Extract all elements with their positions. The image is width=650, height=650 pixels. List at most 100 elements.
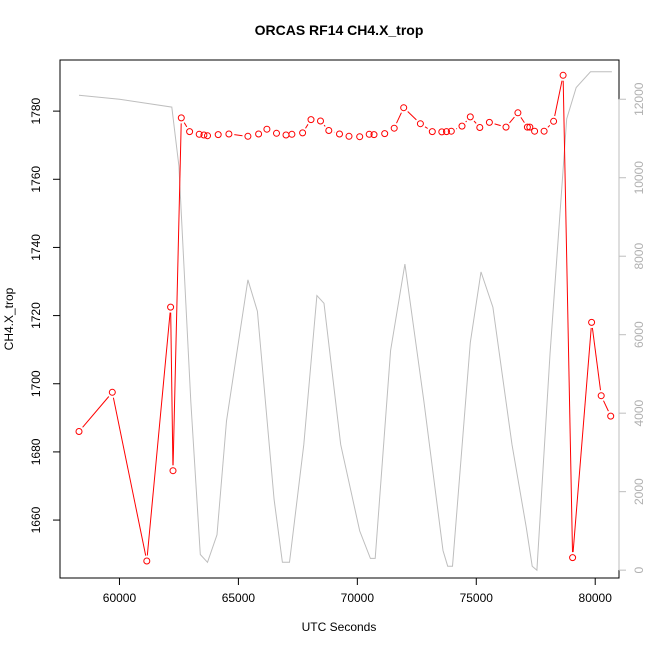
y2-tick-label: 0	[632, 566, 646, 573]
ch4-point	[390, 124, 398, 132]
y-tick-label: 1660	[29, 506, 43, 533]
plot-frame	[59, 59, 620, 579]
ch4-point	[200, 131, 208, 139]
ch4-point	[569, 554, 577, 562]
ch4-line-segment	[494, 123, 501, 127]
ch4-line-segment	[591, 327, 601, 391]
ch4-line-segment	[323, 124, 326, 127]
ch4-line-segment	[562, 80, 573, 553]
ch4-point	[523, 123, 531, 131]
ch4-point	[466, 113, 474, 121]
ch4-point	[365, 130, 373, 138]
ch4-point	[177, 114, 185, 122]
ch4-point	[108, 388, 116, 396]
ch4-point	[356, 133, 364, 141]
ch4-line-segment	[554, 80, 563, 117]
y-tick-label: 1740	[29, 234, 43, 261]
altitude-series	[78, 71, 612, 572]
ch4-series	[82, 80, 609, 556]
ch4-line-segment	[547, 124, 551, 128]
ch4-point	[428, 128, 436, 136]
ch4-point	[597, 392, 605, 400]
ch4-point	[476, 124, 484, 131]
y2-tick-label: 12000	[632, 82, 646, 116]
ch4-point	[400, 104, 408, 112]
y-tick-label: 1720	[29, 302, 43, 329]
ch4-line-segment	[172, 123, 182, 466]
ch4-point	[143, 557, 151, 565]
ch4-line-segment	[146, 312, 171, 556]
ch4-point	[255, 130, 263, 138]
ch4-line-segment	[473, 120, 477, 124]
ch4-point	[443, 128, 450, 136]
y2-tick-label: 8000	[632, 243, 646, 270]
x-tick-label: 70000	[341, 591, 375, 605]
ch4-line-segment	[112, 397, 147, 556]
y-axis: 1660 1680 1700 1720 1740 1760 1780	[29, 97, 61, 533]
y2-tick-label: 6000	[632, 321, 646, 348]
ch4-line-segment	[465, 120, 467, 123]
secondary-y-axis: 0 2000 4000 6000 8000 10000 12000	[618, 82, 646, 573]
ch4-point	[299, 129, 307, 137]
ch4-point	[381, 130, 389, 138]
ch4-point	[559, 71, 567, 79]
y2-tick-label: 2000	[632, 478, 646, 505]
ch4-point	[214, 131, 222, 139]
x-axis-label: UTC Seconds	[302, 620, 377, 634]
ch4-point	[244, 132, 252, 140]
ch4-line-segment	[234, 134, 243, 137]
ch4-point	[288, 130, 296, 138]
y-tick-label: 1680	[29, 438, 43, 465]
ch4-point	[263, 125, 271, 133]
ch4-point	[282, 131, 290, 139]
ch4-line-segment	[305, 124, 309, 129]
ch4-point	[186, 128, 194, 136]
ch4-point	[169, 467, 177, 475]
ch4-point	[485, 118, 493, 126]
ch4-point	[416, 120, 424, 128]
ch4-point	[588, 318, 596, 326]
ch4-point	[167, 303, 175, 311]
altitude-line	[78, 71, 612, 572]
ch4-point	[325, 127, 333, 134]
ch4-point	[438, 128, 446, 136]
ch4-line-segment	[572, 327, 592, 553]
ch4-point	[514, 109, 522, 117]
y-axis-label: CH4.X_trop	[2, 287, 16, 350]
ch4-line-segment	[520, 117, 525, 123]
ch4-point	[75, 428, 83, 435]
ch4-line-segment	[603, 400, 609, 412]
y2-tick-label: 4000	[632, 400, 646, 427]
ch4-line-segment	[424, 126, 428, 129]
ch4-point	[307, 116, 315, 124]
ch4-line-segment	[407, 111, 417, 121]
ch4-line-segment	[82, 396, 110, 428]
y-tick-label: 1700	[29, 370, 43, 397]
ch4-point	[225, 130, 233, 138]
y-tick-label: 1780	[29, 97, 43, 124]
ch4-point	[458, 122, 466, 130]
ch4-point	[345, 132, 353, 140]
ch4-line-segment	[183, 122, 188, 128]
y2-tick-label: 10000	[632, 161, 646, 195]
ch4-line-segment	[509, 116, 515, 124]
x-tick-label: 75000	[460, 591, 494, 605]
ch4-line-segment	[396, 112, 402, 124]
ch4-point	[540, 127, 548, 135]
ch4-point	[204, 132, 211, 140]
ch4-point	[370, 131, 378, 139]
ch4-point	[607, 412, 615, 420]
ch4-point	[502, 123, 510, 131]
chart-title: ORCAS RF14 CH4.X_trop	[255, 22, 424, 38]
ch4-point	[447, 127, 455, 135]
x-tick-label: 65000	[222, 591, 256, 605]
ch4-point	[526, 123, 534, 131]
ch4-point	[317, 117, 324, 125]
ch4-point	[550, 117, 558, 125]
x-axis: 60000 65000 70000 75000 80000	[103, 577, 612, 605]
ch4-point	[195, 130, 203, 138]
ch4-line-segment	[170, 312, 174, 466]
ch4-point	[273, 129, 280, 137]
x-tick-label: 60000	[103, 591, 137, 605]
